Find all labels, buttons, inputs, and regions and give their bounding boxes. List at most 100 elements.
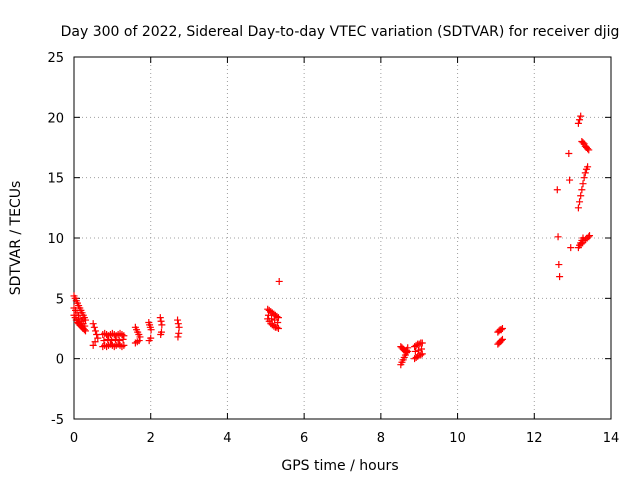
data-point — [404, 344, 412, 352]
data-point — [273, 323, 281, 331]
data-point — [108, 337, 116, 345]
data-points — [70, 112, 594, 369]
data-point — [275, 277, 283, 285]
data-point — [579, 139, 587, 147]
data-point — [574, 119, 582, 127]
data-point — [147, 334, 155, 342]
data-point — [274, 318, 282, 326]
data-point — [120, 332, 128, 340]
data-point — [82, 327, 90, 335]
data-point — [82, 316, 90, 324]
x-tick-label: 4 — [223, 431, 231, 446]
data-point — [585, 233, 593, 241]
data-point — [174, 333, 182, 341]
data-point — [577, 192, 585, 200]
data-point — [175, 329, 183, 337]
data-point — [577, 112, 585, 120]
data-point — [175, 323, 183, 331]
data-point — [579, 180, 587, 188]
data-point — [554, 233, 562, 241]
data-point — [157, 317, 165, 325]
data-point — [576, 116, 584, 124]
data-point — [586, 232, 594, 240]
data-point — [418, 345, 426, 353]
data-point — [574, 204, 582, 212]
data-point — [584, 145, 592, 153]
data-point — [81, 322, 89, 330]
y-tick-label: 20 — [47, 111, 64, 126]
data-point — [75, 311, 83, 319]
chart-title: Day 300 of 2022, Sidereal Day-to-day VTE… — [61, 24, 620, 40]
data-point — [89, 320, 97, 328]
data-point — [174, 320, 182, 328]
data-point — [584, 163, 592, 171]
data-point — [497, 337, 505, 345]
data-point — [274, 325, 282, 332]
x-axis-label: GPS time / hours — [281, 458, 398, 474]
data-point — [567, 244, 575, 252]
data-point — [585, 146, 593, 154]
data-point — [91, 338, 99, 346]
y-tick-label: 15 — [47, 172, 64, 187]
x-tick-label: 10 — [449, 431, 466, 446]
data-point — [93, 331, 101, 339]
y-tick-label: 10 — [47, 232, 64, 247]
data-point — [415, 340, 423, 348]
x-tick-label: 12 — [526, 431, 543, 446]
x-tick-labels: 0 2 4 6 8 10 12 14 — [70, 431, 619, 446]
data-point — [264, 311, 272, 319]
data-point — [91, 327, 99, 335]
data-point — [553, 186, 561, 194]
data-point — [498, 335, 506, 343]
data-point — [578, 186, 586, 194]
data-point — [497, 326, 505, 334]
data-point — [556, 273, 564, 281]
data-point — [158, 321, 166, 329]
y-tick-label: 5 — [56, 292, 64, 307]
y-tick-labels: -5 0 5 10 15 20 25 — [47, 51, 64, 428]
data-point — [147, 326, 155, 334]
data-point — [580, 174, 588, 182]
x-tick-label: 14 — [603, 431, 620, 446]
axis-ticks — [73, 56, 612, 420]
data-point — [268, 315, 276, 323]
data-point — [414, 352, 422, 360]
data-point — [401, 347, 409, 355]
data-point — [90, 323, 98, 331]
x-tick-label: 8 — [377, 431, 385, 446]
data-point — [576, 198, 584, 206]
data-point — [136, 333, 144, 341]
y-tick-label: 0 — [56, 353, 64, 368]
data-point — [111, 335, 119, 343]
data-point — [418, 339, 426, 347]
data-point — [100, 337, 108, 345]
data-point — [565, 150, 573, 158]
data-point — [94, 334, 102, 342]
data-point — [411, 347, 419, 355]
data-point — [135, 337, 143, 345]
data-point — [577, 240, 585, 248]
data-point — [566, 176, 574, 184]
data-point — [119, 335, 127, 343]
data-point — [174, 316, 182, 324]
data-point — [156, 314, 164, 322]
data-point — [581, 169, 589, 177]
data-point — [270, 322, 278, 330]
data-point — [89, 341, 97, 349]
y-tick-label: -5 — [51, 413, 64, 428]
data-point — [412, 341, 420, 349]
data-point — [418, 350, 426, 358]
data-point — [417, 351, 425, 359]
y-axis-label: SDTVAR / TECUs — [8, 181, 24, 296]
data-point — [120, 341, 128, 349]
data-point — [498, 325, 506, 332]
data-point — [273, 312, 281, 320]
data-point — [274, 314, 282, 322]
data-point — [157, 328, 165, 336]
data-point — [555, 261, 563, 269]
data-point — [115, 337, 123, 345]
x-tick-label: 0 — [70, 431, 78, 446]
y-tick-label: 25 — [47, 51, 64, 66]
